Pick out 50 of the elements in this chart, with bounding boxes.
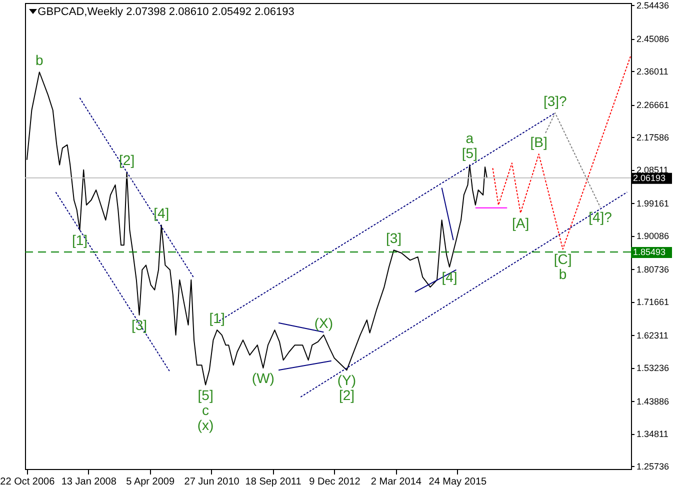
y-tick-label: 1.71661 [636, 297, 670, 308]
annotation: a [466, 130, 474, 146]
y-tick-label: 1.25736 [636, 462, 670, 472]
y-tick-label: 1.90086 [636, 231, 670, 242]
annotation: [4] [442, 268, 458, 285]
y-tick-label: 2.36011 [636, 66, 668, 77]
line-series [492, 54, 631, 250]
y-tick-label: 1.99161 [636, 198, 670, 209]
y-tick-label: 1.62311 [636, 330, 668, 340]
ref-line-label: 1.85493 [633, 246, 666, 257]
x-tick-label: 24 May 2015 [428, 476, 488, 488]
annotation: [1] [209, 310, 225, 326]
annotation: [3] [131, 316, 148, 333]
annotation: (Y) [337, 372, 356, 388]
annotation: [C] [554, 251, 572, 268]
annotation: [2] [338, 387, 355, 404]
y-tick-label: 2.45086 [636, 34, 670, 44]
y-tick-label: 1.34811 [636, 429, 668, 439]
y-tick-label: 1.53236 [636, 363, 670, 374]
annotation: (x) [197, 416, 214, 433]
x-tick-label: 27 Jun 2010 [184, 476, 240, 488]
annotation: [A] [512, 214, 530, 231]
annotation: [4] [154, 205, 170, 222]
x-tick-label: 18 Sep 2011 [245, 476, 302, 488]
annotation: [1] [72, 232, 88, 248]
y-tick-label: 2.54436 [636, 0, 670, 11]
annotation: b [36, 52, 44, 68]
x-tick-label: 9 Dec 2012 [309, 476, 361, 488]
y-tick-label: 1.80736 [636, 264, 670, 275]
annotation: [3] [386, 230, 402, 246]
x-tick-label: 13 Jan 2008 [61, 476, 117, 488]
y-tick-label: 2.08511 [636, 165, 668, 176]
annotation: c [202, 402, 210, 418]
annotation: [2] [119, 152, 135, 168]
y-tick-label: 1.43886 [636, 396, 670, 406]
x-tick-label: 22 Oct 2006 [0, 476, 56, 488]
annotation: [3]? [543, 92, 568, 109]
annotation: [4]? [588, 209, 612, 226]
x-tick-label: 5 Apr 2009 [126, 476, 175, 488]
y-tick-label: 2.26661 [636, 100, 670, 110]
annotation: [5] [462, 144, 478, 161]
chart-title: GBPCAD,Weekly 2.07398 2.08610 2.05492 2.06193 [38, 6, 294, 18]
annotation: (X) [314, 315, 334, 332]
annotation: [5] [198, 386, 214, 403]
y-tick-label: 2.17586 [636, 132, 670, 143]
annotation: b [558, 266, 567, 282]
x-tick-label: 2 Mar 2014 [370, 476, 422, 488]
annotation: [B] [530, 134, 548, 150]
ref-line-label: 2.06193 [633, 172, 666, 183]
annotation: (W) [252, 370, 274, 386]
